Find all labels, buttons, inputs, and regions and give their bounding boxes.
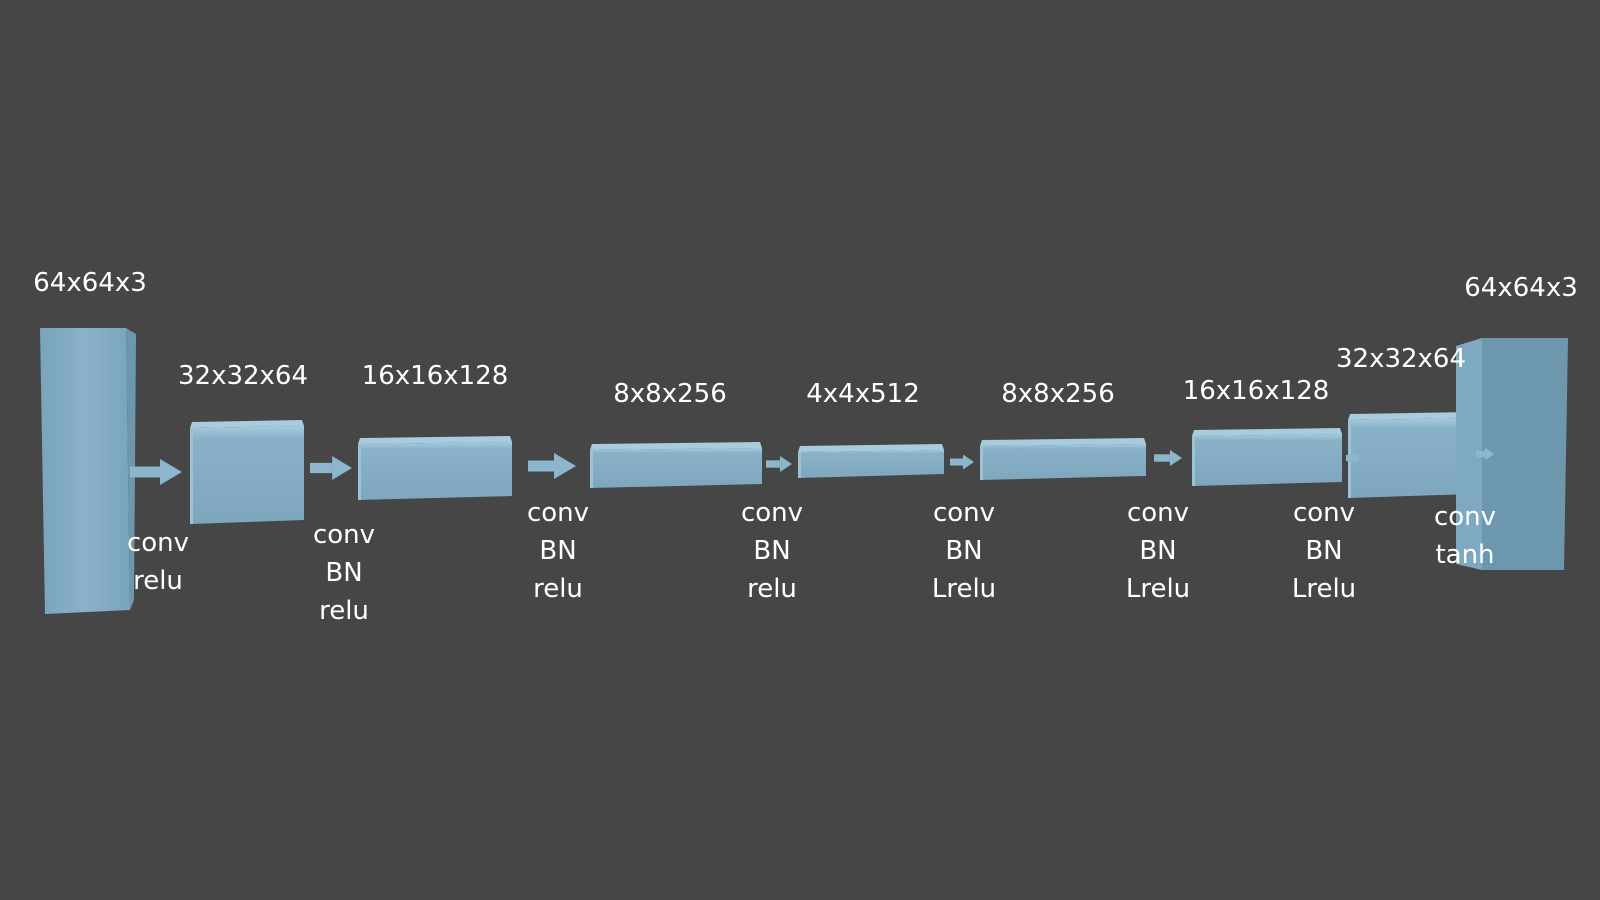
block-top-face — [1348, 412, 1472, 420]
arrow-shaft — [130, 466, 160, 478]
operation-line: BN — [539, 536, 577, 566]
block-top-face — [798, 444, 944, 452]
arrow-shaft — [950, 458, 963, 466]
flow-arrow-8 — [1476, 447, 1494, 461]
arrow-shaft — [1154, 454, 1170, 462]
operation-label-4: conv BN relu — [741, 494, 803, 608]
operation-line: BN — [1139, 536, 1177, 566]
layer-block-input — [40, 328, 136, 614]
operation-line: BN — [325, 558, 363, 588]
block-front-face — [798, 450, 944, 478]
layer-dims-enc2: 16x16x128 — [361, 361, 509, 391]
layer-dims-output: 64x64x3 — [1464, 273, 1578, 303]
operation-label-7: conv BN Lrelu — [1292, 494, 1356, 608]
block-front-face — [980, 444, 1146, 480]
operation-line: conv — [1292, 498, 1356, 528]
operation-label-3: conv BN relu — [527, 494, 589, 608]
block-edge — [798, 452, 801, 478]
flow-arrow-1 — [130, 459, 182, 485]
operation-line: conv — [740, 498, 804, 528]
block-front-face — [40, 328, 130, 614]
arrow-head — [1485, 447, 1494, 461]
layer-dims-bottleneck: 4x4x512 — [806, 379, 920, 409]
layer-block-enc1 — [190, 420, 304, 524]
operation-label-5: conv BN Lrelu — [932, 494, 996, 608]
arrow-shaft — [766, 460, 780, 468]
block-top-face — [1192, 428, 1342, 436]
layer-block-dec3 — [1348, 412, 1472, 498]
arrow-head — [332, 456, 352, 480]
block-edge — [1192, 436, 1195, 486]
flow-arrow-3 — [528, 453, 576, 479]
arrow-shaft — [310, 462, 333, 474]
block-edge — [358, 444, 361, 500]
operation-label-1: conv relu — [127, 524, 189, 600]
operation-line: relu — [319, 596, 369, 626]
operation-line: conv — [932, 498, 996, 528]
operation-line: conv — [526, 498, 590, 528]
layer-dims-dec1: 8x8x256 — [1001, 379, 1115, 409]
layer-dims-enc1: 32x32x64 — [177, 361, 309, 391]
operation-line: BN — [945, 536, 983, 566]
block-front-face — [590, 448, 762, 488]
layer-block-enc2 — [358, 436, 512, 500]
operation-label-8: conv tanh — [1434, 498, 1496, 574]
block-side-face — [1456, 338, 1482, 570]
layer-dims-enc3: 8x8x256 — [613, 379, 727, 409]
arrow-head — [554, 453, 576, 479]
arrow-head — [160, 459, 182, 485]
block-top-face — [590, 442, 762, 450]
block-top-face — [358, 436, 512, 444]
block-edge — [190, 428, 193, 524]
operation-label-6: conv BN Lrelu — [1126, 494, 1190, 608]
layer-dims-dec2: 16x16x128 — [1182, 376, 1330, 406]
layer-block-output — [1456, 338, 1568, 570]
arrow-head — [963, 454, 974, 470]
block-edge — [980, 446, 983, 480]
layer-dims-dec3: 32x32x64 — [1335, 344, 1467, 374]
operation-line: conv — [126, 528, 190, 558]
arrow-head — [1353, 451, 1362, 465]
flow-arrow-7 — [1346, 451, 1362, 465]
operation-line: relu — [133, 566, 183, 596]
arrow-shaft — [1346, 454, 1354, 462]
operation-line: conv — [1126, 498, 1190, 528]
arrow-shaft — [1476, 450, 1486, 458]
flow-arrow-6 — [1154, 449, 1182, 467]
operation-line: conv — [1433, 502, 1497, 532]
block-top-face — [190, 420, 304, 428]
flow-arrow-5 — [950, 454, 974, 470]
block-top-face — [980, 438, 1146, 446]
flow-arrow-4 — [766, 455, 792, 473]
block-edge — [590, 450, 593, 488]
flow-arrow-2 — [310, 456, 352, 480]
operation-line: relu — [533, 574, 583, 604]
layer-block-dec2 — [1192, 428, 1342, 486]
layer-block-dec1 — [980, 438, 1146, 480]
operation-line: BN — [753, 536, 791, 566]
block-front-face — [1482, 338, 1568, 570]
operation-line: relu — [747, 574, 797, 604]
block-front-face — [358, 442, 512, 500]
operation-line: Lrelu — [931, 574, 997, 604]
block-front-face — [1348, 418, 1472, 498]
layer-dims-input: 64x64x3 — [33, 268, 147, 298]
operation-line: Lrelu — [1125, 574, 1191, 604]
arrow-shaft — [528, 460, 554, 472]
arrow-head — [1169, 449, 1182, 467]
operation-line: Lrelu — [1291, 574, 1357, 604]
arrow-head — [779, 455, 792, 473]
operation-line: conv — [312, 520, 376, 550]
operation-line: tanh — [1435, 540, 1495, 570]
layer-block-bottleneck — [798, 444, 944, 478]
operation-line: BN — [1305, 536, 1343, 566]
block-front-face — [190, 426, 304, 524]
block-front-face — [1192, 434, 1342, 486]
layer-block-enc3 — [590, 442, 762, 488]
operation-label-2: conv BN relu — [313, 516, 375, 630]
